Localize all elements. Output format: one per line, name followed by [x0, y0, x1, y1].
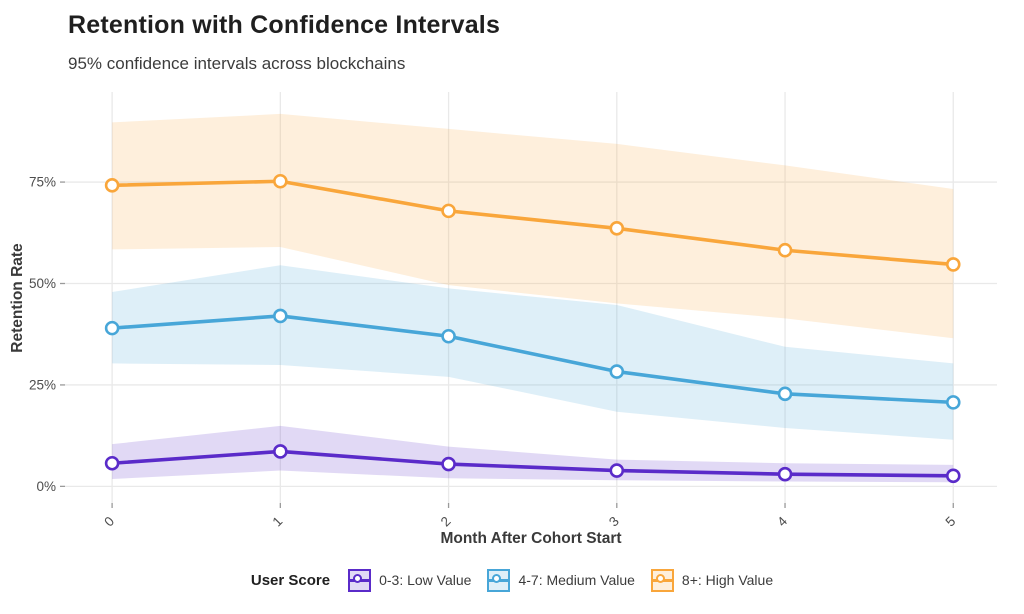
- data-point-high-m4: [777, 242, 793, 258]
- x-axis-title: Month After Cohort Start: [440, 530, 621, 547]
- data-point-low-m0: [104, 455, 120, 471]
- data-point-low-m2: [441, 456, 456, 472]
- series-line-high: [110, 179, 956, 267]
- x-tick-label: 3: [606, 514, 622, 530]
- legend: User Score 0-3: Low Value 4-7: Medium Val…: [0, 560, 1024, 600]
- legend-item-medium: 4-7: Medium Value: [487, 568, 635, 592]
- x-tick-label: 2: [438, 514, 454, 530]
- data-point-high-m0: [104, 178, 120, 193]
- data-point-medium-m0: [104, 320, 120, 336]
- data-point-low-m3: [609, 463, 625, 478]
- x-tick-label: 5: [942, 514, 958, 530]
- series-line-medium: [110, 314, 956, 405]
- y-tick-label: 75%: [29, 175, 56, 190]
- legend-key-icon: [487, 568, 511, 592]
- y-tick-label: 25%: [29, 377, 56, 392]
- legend-title: User Score: [250, 571, 331, 589]
- x-tick-label: 4: [774, 513, 790, 529]
- confidence-band-low: [112, 425, 954, 483]
- confidence-band-layer: [112, 113, 954, 483]
- data-point-low-m5: [945, 468, 961, 484]
- legend-label-high: 8+: High Value: [681, 572, 774, 588]
- legend-key-icon: [348, 568, 372, 592]
- legend-item-low: 0-3: Low Value: [348, 568, 472, 592]
- data-point-medium-m3: [609, 364, 625, 379]
- data-point-high-m3: [609, 221, 625, 236]
- data-point-low-m4: [777, 466, 793, 482]
- legend-key-point: [492, 573, 502, 583]
- data-point-medium-m5: [945, 395, 961, 410]
- data-point-layer: [104, 173, 961, 484]
- data-point-high-m2: [441, 203, 456, 219]
- data-point-low-m1: [273, 444, 288, 459]
- chart-subtitle: 95% confidence intervals across blockcha…: [68, 54, 406, 73]
- series-line-low: [110, 449, 956, 478]
- confidence-band-high: [112, 113, 954, 339]
- legend-item-high: 8+: High Value: [650, 568, 774, 592]
- data-point-medium-m2: [441, 328, 456, 344]
- data-point-medium-m1: [273, 308, 288, 324]
- legend-key-point: [353, 573, 363, 583]
- legend-key-icon: [650, 568, 674, 592]
- y-tick-label: 0%: [36, 479, 56, 494]
- data-point-medium-m4: [777, 386, 793, 402]
- chart-title: Retention with Confidence Intervals: [68, 11, 501, 39]
- data-point-high-m5: [945, 257, 961, 272]
- data-point-high-m1: [273, 173, 288, 189]
- x-tick-label: 0: [101, 514, 117, 530]
- x-tick-label: 1: [270, 514, 286, 530]
- legend-key-point: [655, 573, 665, 583]
- y-tick-label: 50%: [29, 276, 56, 291]
- y-axis-title: Retention Rate: [9, 243, 26, 353]
- legend-label-low: 0-3: Low Value: [379, 572, 472, 588]
- series-line-layer: [110, 179, 956, 478]
- legend-label-medium: 4-7: Medium Value: [518, 572, 635, 588]
